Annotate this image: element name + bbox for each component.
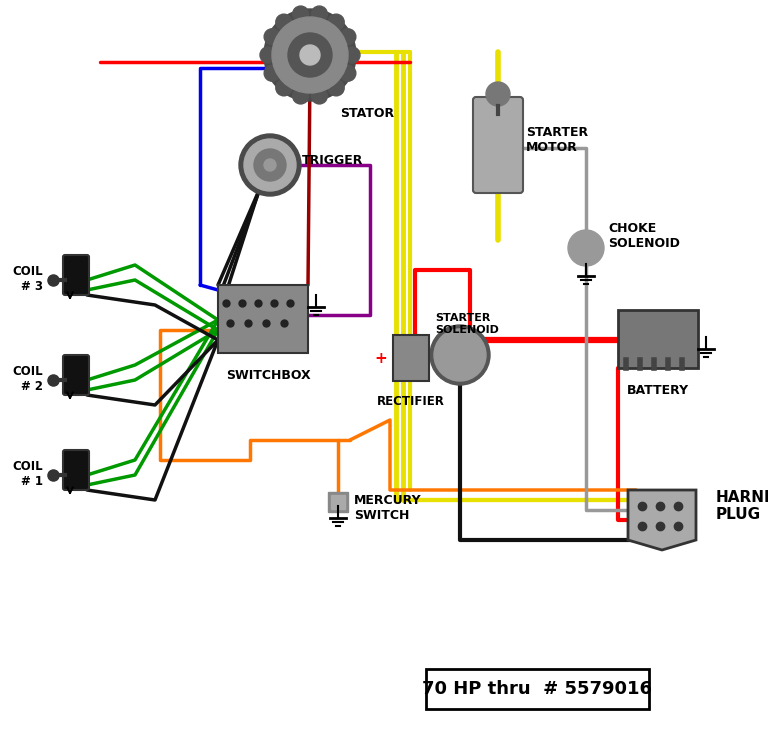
- Circle shape: [328, 80, 344, 96]
- Circle shape: [244, 139, 296, 191]
- Circle shape: [272, 17, 348, 93]
- Circle shape: [264, 159, 276, 171]
- Circle shape: [239, 134, 301, 196]
- Circle shape: [430, 325, 490, 385]
- Circle shape: [276, 80, 292, 96]
- Polygon shape: [628, 490, 696, 550]
- Text: HARNESS
PLUG: HARNESS PLUG: [716, 490, 768, 523]
- FancyBboxPatch shape: [618, 310, 698, 368]
- FancyBboxPatch shape: [426, 669, 649, 709]
- Circle shape: [276, 14, 292, 30]
- FancyBboxPatch shape: [63, 355, 89, 395]
- Text: COIL
# 2: COIL # 2: [12, 365, 43, 393]
- Circle shape: [264, 65, 280, 82]
- Circle shape: [293, 88, 309, 104]
- Circle shape: [254, 149, 286, 181]
- Circle shape: [311, 88, 327, 104]
- Text: MERCURY
SWITCH: MERCURY SWITCH: [354, 494, 422, 522]
- Text: +: +: [375, 351, 387, 365]
- Circle shape: [486, 82, 510, 106]
- Text: COIL
# 3: COIL # 3: [12, 265, 43, 293]
- Text: SWITCHBOX: SWITCHBOX: [226, 369, 310, 382]
- FancyBboxPatch shape: [393, 335, 429, 381]
- FancyBboxPatch shape: [63, 255, 89, 295]
- Circle shape: [293, 6, 309, 22]
- Circle shape: [568, 230, 604, 266]
- Text: TRIGGER: TRIGGER: [302, 154, 363, 167]
- Text: STARTER
SOLENOID: STARTER SOLENOID: [435, 313, 499, 334]
- FancyBboxPatch shape: [63, 450, 89, 490]
- FancyBboxPatch shape: [218, 285, 308, 353]
- Circle shape: [264, 29, 280, 45]
- Text: 70 HP thru  # 5579016: 70 HP thru # 5579016: [422, 680, 652, 698]
- Circle shape: [300, 45, 320, 65]
- Text: COIL
# 1: COIL # 1: [12, 460, 43, 488]
- Text: BATTERY: BATTERY: [627, 384, 689, 397]
- Text: STATOR: STATOR: [340, 107, 394, 120]
- Circle shape: [340, 65, 356, 82]
- Circle shape: [288, 33, 332, 77]
- Circle shape: [260, 47, 276, 63]
- Circle shape: [328, 14, 344, 30]
- Text: CHOKE
SOLENOID: CHOKE SOLENOID: [608, 222, 680, 250]
- Circle shape: [311, 6, 327, 22]
- Circle shape: [264, 9, 356, 101]
- Circle shape: [434, 329, 486, 381]
- Text: STARTER
MOTOR: STARTER MOTOR: [526, 126, 588, 154]
- Text: RECTIFIER: RECTIFIER: [377, 395, 445, 408]
- Circle shape: [340, 29, 356, 45]
- FancyBboxPatch shape: [473, 97, 523, 193]
- Circle shape: [344, 47, 360, 63]
